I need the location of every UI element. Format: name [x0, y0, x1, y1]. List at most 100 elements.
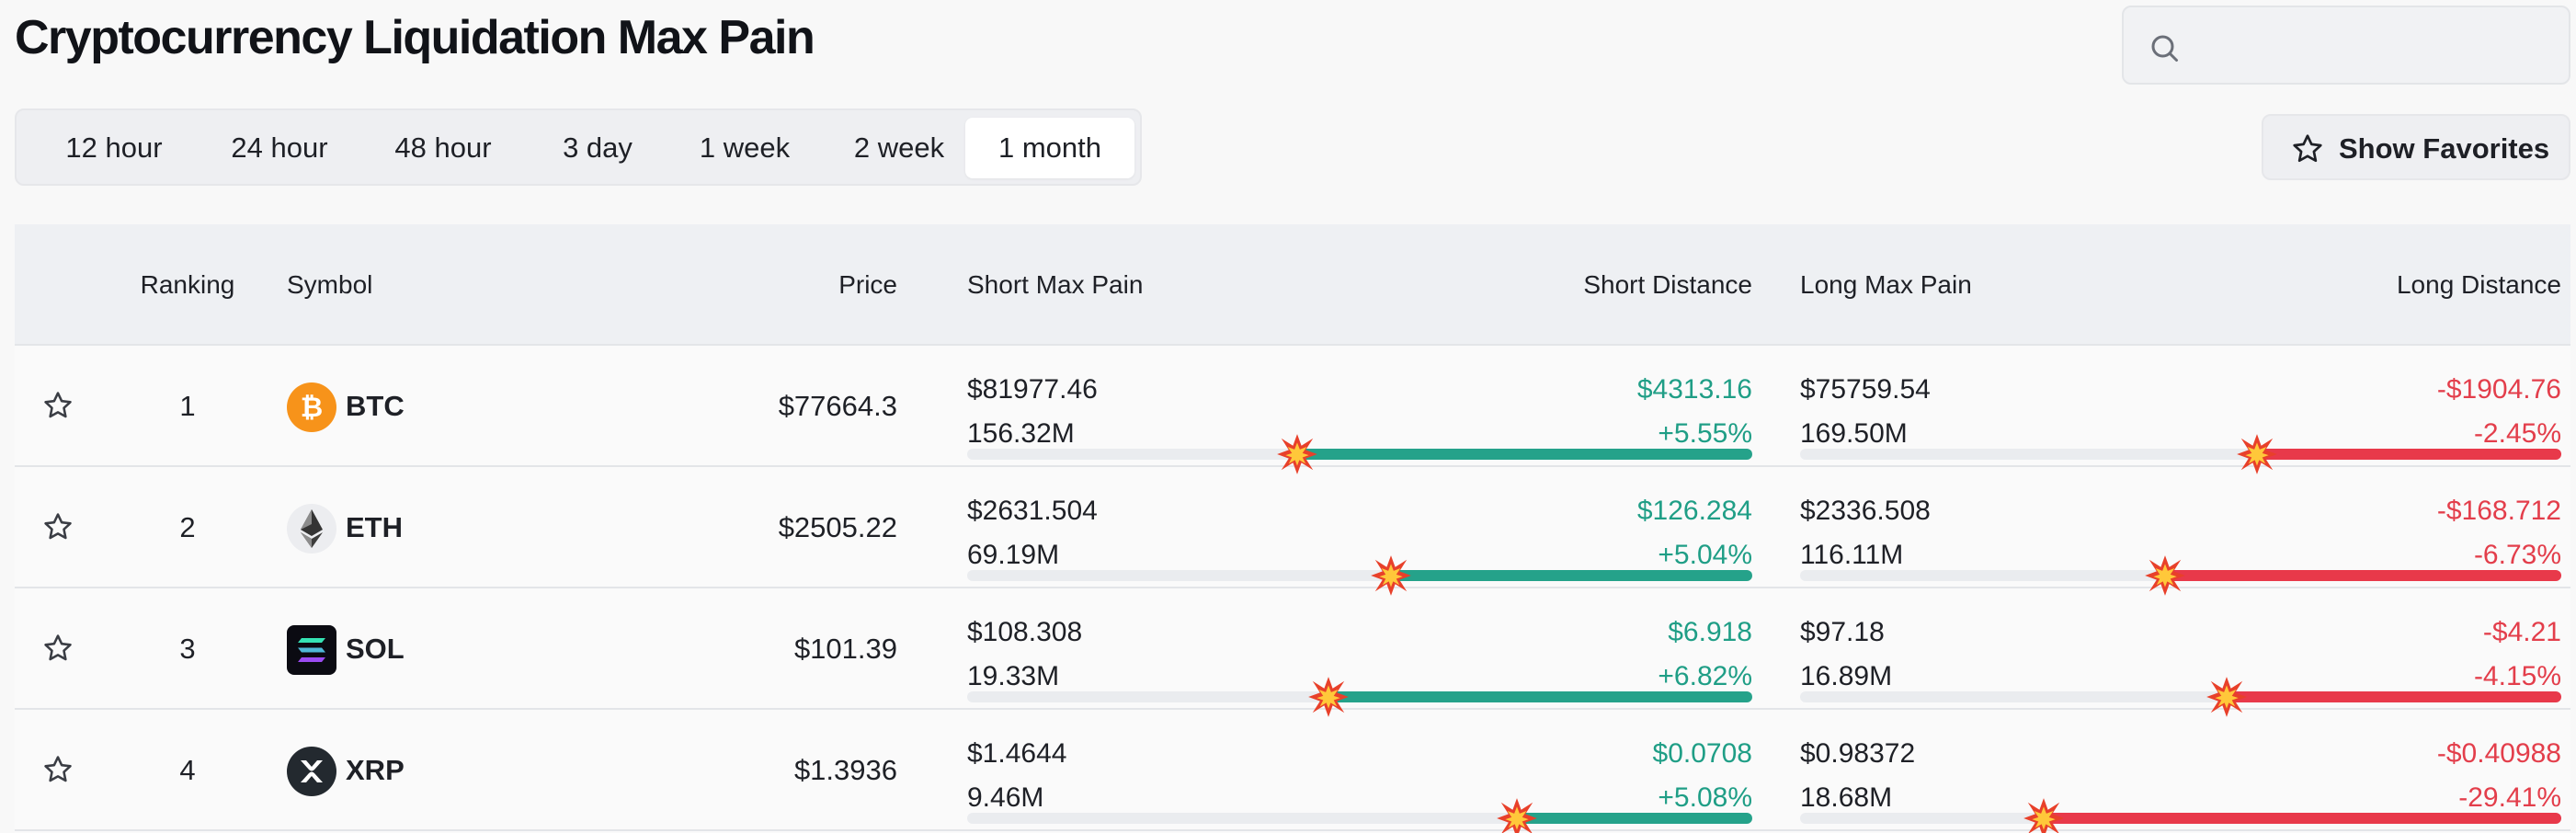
long-bar-fill: [2043, 813, 2561, 824]
header-price: Price: [838, 270, 897, 299]
long-distance-bar: [1800, 677, 2561, 717]
rank-cell: 4: [179, 754, 196, 786]
header-long-max-pain: Long Max Pain: [1800, 270, 1972, 299]
explosion-icon: [1496, 798, 1537, 833]
short-distance-bar: [967, 434, 1752, 474]
short-distance-bar: [967, 677, 1752, 717]
rank-cell: 3: [179, 633, 196, 665]
search-input[interactable]: [2195, 20, 2558, 74]
table-row-eth[interactable]: 2 ETH $2505.22 $2631.504 69.19M $126.284…: [15, 467, 2570, 596]
long-distance-percent: -6.73%: [2473, 540, 2561, 570]
short-max-pain-price: $81977.46: [967, 374, 1098, 405]
header-long-distance: Long Distance: [2396, 270, 2561, 299]
short-distance-value: $126.284: [1636, 496, 1752, 526]
show-favorites-label: Show Favorites: [2339, 132, 2550, 165]
bitcoin-icon: ₿: [287, 382, 336, 432]
tab-1-month[interactable]: 1 month: [965, 118, 1134, 178]
long-max-pain-volume: 16.89M: [1800, 661, 1893, 691]
long-distance-percent: -2.45%: [2473, 418, 2561, 449]
short-max-pain-volume: 19.33M: [967, 661, 1060, 691]
short-bar-fill: [1296, 449, 1752, 460]
short-distance-percent: +5.04%: [1658, 540, 1752, 570]
favorite-star-icon[interactable]: [42, 511, 74, 542]
short-max-pain-price: $108.308: [967, 617, 1083, 647]
short-distance-value: $0.0708: [1652, 738, 1752, 769]
favorite-star-icon[interactable]: [42, 390, 74, 421]
price-cell: $77664.3: [778, 390, 897, 422]
short-bar-fill: [1391, 570, 1752, 581]
header-short-distance: Short Distance: [1583, 270, 1752, 299]
header-ranking: Ranking: [140, 270, 235, 299]
short-distance-percent: +6.82%: [1658, 661, 1752, 691]
ethereum-icon: [287, 504, 336, 553]
show-favorites-button[interactable]: Show Favorites: [2262, 114, 2570, 180]
long-distance-percent: -29.41%: [2458, 782, 2561, 813]
short-distance-value: $4313.16: [1636, 374, 1752, 405]
tab-3-day[interactable]: 3 day: [563, 131, 633, 164]
long-max-pain-volume: 169.50M: [1800, 418, 1908, 449]
long-max-pain-price: $0.98372: [1800, 738, 1916, 769]
symbol-cell: BTC: [346, 390, 405, 422]
price-cell: $101.39: [793, 633, 897, 665]
long-bar-fill: [2226, 691, 2561, 702]
long-max-pain-price: $75759.54: [1800, 374, 1931, 405]
short-distance-percent: +5.08%: [1658, 782, 1752, 813]
long-distance-percent: -4.15%: [2473, 661, 2561, 691]
tab-12-hour[interactable]: 12 hour: [65, 131, 163, 164]
long-max-pain-price: $97.18: [1800, 617, 1885, 647]
table-row-sol[interactable]: 3 SOL $101.39 $108.308 19.33M $6.918 +6.…: [15, 588, 2570, 717]
explosion-icon: [1371, 555, 1412, 596]
tab-24-hour[interactable]: 24 hour: [231, 131, 328, 164]
short-max-pain-price: $2631.504: [967, 496, 1098, 526]
favorite-star-icon[interactable]: [42, 754, 74, 785]
long-distance-bar: [1800, 798, 2561, 833]
long-distance-value: -$4.21: [2482, 617, 2561, 647]
price-cell: $2505.22: [778, 511, 897, 543]
table-row-btc[interactable]: 1 ₿ BTC $77664.3 $81977.46 156.32M $4313…: [15, 346, 2570, 474]
search-box[interactable]: [2122, 6, 2570, 85]
xrp-icon: [287, 747, 336, 796]
solana-icon: [287, 625, 336, 675]
tab-2-week[interactable]: 2 week: [853, 131, 945, 164]
short-distance-value: $6.918: [1668, 617, 1752, 647]
long-distance-bar: [1800, 555, 2561, 596]
table-header: Ranking Symbol Price Short Max Pain Shor…: [15, 224, 2570, 346]
symbol-cell: ETH: [346, 511, 403, 543]
long-distance-value: -$168.712: [2436, 496, 2561, 526]
favorite-star-icon[interactable]: [42, 633, 74, 664]
short-max-pain-volume: 69.19M: [967, 540, 1060, 570]
short-distance-bar: [967, 798, 1752, 833]
price-cell: $1.3936: [793, 754, 897, 786]
star-icon: [2293, 134, 2322, 163]
symbol-cell: XRP: [346, 754, 405, 786]
explosion-icon: [2023, 798, 2064, 833]
long-bar-fill: [2165, 570, 2561, 581]
explosion-icon: [1307, 677, 1349, 717]
explosion-icon: [2206, 677, 2247, 717]
short-max-pain-price: $1.4644: [967, 738, 1067, 769]
tab-1-week[interactable]: 1 week: [699, 131, 791, 164]
long-distance-bar: [1800, 434, 2561, 474]
timeframe-tabs: 12 hour 24 hour 48 hour 3 day 1 week 2 w…: [15, 108, 1142, 186]
search-icon: [2151, 35, 2178, 62]
table-row-xrp[interactable]: 4 XRP $1.3936 $1.4644 9.46M $0.0708 +5.0…: [15, 710, 2570, 833]
short-max-pain-volume: 156.32M: [967, 418, 1075, 449]
rank-cell: 1: [179, 390, 196, 422]
short-distance-percent: +5.55%: [1658, 418, 1752, 449]
long-distance-value: -$0.40988: [2436, 738, 2561, 769]
header-symbol: Symbol: [287, 270, 373, 299]
explosion-icon: [2145, 555, 2186, 596]
short-max-pain-volume: 9.46M: [967, 782, 1044, 813]
long-max-pain-volume: 18.68M: [1800, 782, 1893, 813]
short-bar-fill: [1516, 813, 1752, 824]
tab-48-hour[interactable]: 48 hour: [394, 131, 492, 164]
short-distance-bar: [967, 555, 1752, 596]
long-max-pain-volume: 116.11M: [1800, 540, 1904, 570]
explosion-icon: [2236, 434, 2277, 474]
explosion-icon: [1276, 434, 1317, 474]
header-short-max-pain: Short Max Pain: [967, 270, 1144, 299]
svg-text:₿: ₿: [301, 393, 323, 423]
short-bar-fill: [1328, 691, 1752, 702]
long-max-pain-price: $2336.508: [1800, 496, 1931, 526]
rank-cell: 2: [179, 511, 196, 543]
